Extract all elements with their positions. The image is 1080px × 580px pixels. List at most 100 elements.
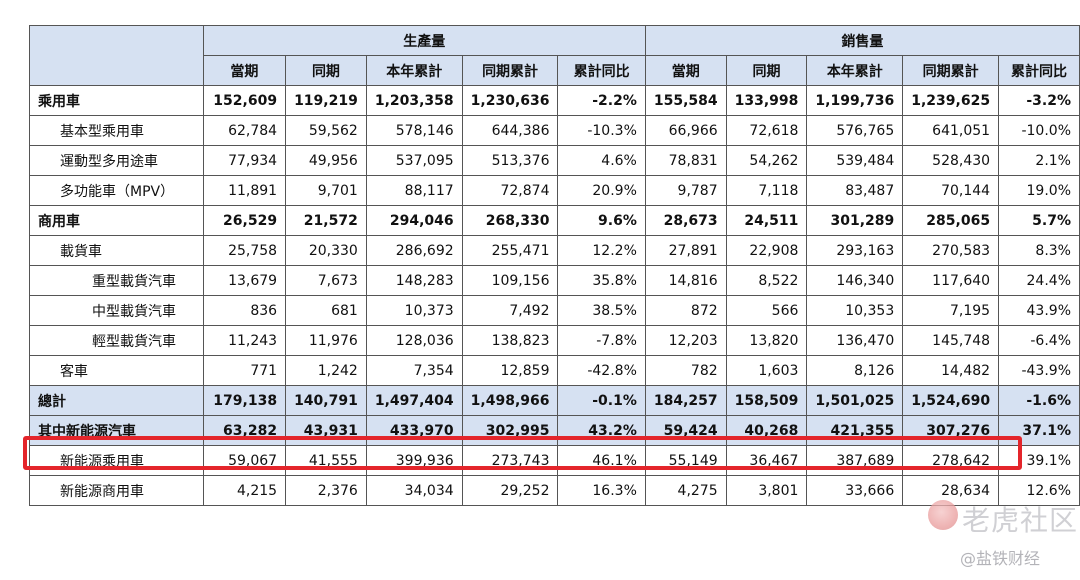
- row-label: 商用車: [29, 205, 204, 236]
- row-label: 客車: [29, 355, 204, 386]
- column-header: 當期: [644, 55, 727, 86]
- table-cell: 293,163: [806, 235, 904, 266]
- table-cell: -3.2%: [998, 85, 1080, 116]
- table-cell: 302,995: [461, 415, 559, 446]
- table-cell: 578,146: [365, 115, 463, 146]
- table-cell: 43,931: [285, 415, 367, 446]
- row-label: 基本型乘用車: [29, 115, 204, 146]
- table-cell: 37.1%: [998, 415, 1080, 446]
- sales-group-header: 銷售量: [644, 25, 1080, 56]
- table-cell: 16.3%: [557, 475, 646, 506]
- table-cell: 771: [202, 355, 287, 386]
- table-cell: 5.7%: [998, 205, 1080, 236]
- table-cell: 539,484: [806, 145, 904, 176]
- category-header-corner: [29, 25, 204, 86]
- table-cell: 307,276: [902, 415, 1000, 446]
- table-cell: 33,666: [806, 475, 904, 506]
- table-cell: -0.1%: [557, 385, 646, 416]
- column-header: 累計同比: [557, 55, 646, 86]
- table-row: 運動型多用途車 77,934 49,956 537,095 513,376 4.…: [29, 145, 1080, 176]
- table-cell: 7,118: [725, 175, 808, 206]
- table-cell: 155,584: [644, 85, 727, 116]
- table-cell: 12,859: [461, 355, 559, 386]
- table-cell: -10.0%: [998, 115, 1080, 146]
- table-cell: 72,618: [725, 115, 808, 146]
- table-cell: 268,330: [461, 205, 559, 236]
- table-cell: 128,036: [365, 325, 463, 356]
- table-cell: 14,482: [902, 355, 1000, 386]
- table-cell: 278,642: [902, 445, 1000, 476]
- table-cell: 25,758: [202, 235, 287, 266]
- table-cell: 301,289: [806, 205, 904, 236]
- table-cell: 28,673: [644, 205, 727, 236]
- table-cell: 39.1%: [998, 445, 1080, 476]
- table-cell: 399,936: [365, 445, 463, 476]
- table-row: 重型載貨汽車 13,679 7,673 148,283 109,156 35.8…: [29, 265, 1080, 296]
- table-cell: 12.6%: [998, 475, 1080, 506]
- table-container: 生產量 銷售量 當期 同期 本年累計 同期累計 累計同比 當期 同期 本年累計 …: [29, 25, 1080, 506]
- row-label: 其中新能源汽車: [29, 415, 204, 446]
- table-cell: -10.3%: [557, 115, 646, 146]
- account-watermark: @盐铁财经: [960, 549, 1041, 568]
- table-cell: 24.4%: [998, 265, 1080, 296]
- table-cell: 433,970: [365, 415, 463, 446]
- table-cell: 77,934: [202, 145, 287, 176]
- table-cell: 4,215: [202, 475, 287, 506]
- table-cell: 255,471: [461, 235, 559, 266]
- row-label: 新能源商用車: [29, 475, 204, 506]
- table-cell: 24,511: [725, 205, 808, 236]
- table-cell: 1,524,690: [902, 385, 1000, 416]
- table-cell: 285,065: [902, 205, 1000, 236]
- table-cell: 54,262: [725, 145, 808, 176]
- table-cell: 7,673: [285, 265, 367, 296]
- table-cell: 55,149: [644, 445, 727, 476]
- table-cell: 62,784: [202, 115, 287, 146]
- table-cell: 1,242: [285, 355, 367, 386]
- table-cell: 9,701: [285, 175, 367, 206]
- table-cell: 46.1%: [557, 445, 646, 476]
- table-cell: 1,203,358: [365, 85, 463, 116]
- table-cell: 36,467: [725, 445, 808, 476]
- table-cell: 1,498,966: [461, 385, 559, 416]
- table-cell: 8.3%: [998, 235, 1080, 266]
- table-cell: 4,275: [644, 475, 727, 506]
- table-row: 中型載貨汽車 836 681 10,373 7,492 38.5% 872 56…: [29, 295, 1080, 326]
- table-cell: 20,330: [285, 235, 367, 266]
- table-cell: 10,373: [365, 295, 463, 326]
- table-cell: 9,787: [644, 175, 727, 206]
- table-cell: -43.9%: [998, 355, 1080, 386]
- table-cell: 41,555: [285, 445, 367, 476]
- table-cell: 20.9%: [557, 175, 646, 206]
- table-cell: 28,634: [902, 475, 1000, 506]
- row-label: 載貨車: [29, 235, 204, 266]
- table-row-passenger-vehicles: 乘用車 152,609 119,219 1,203,358 1,230,636 …: [29, 85, 1080, 116]
- table-cell: 136,470: [806, 325, 904, 356]
- column-header-row: 當期 同期 本年累計 同期累計 累計同比 當期 同期 本年累計 同期累計 累計同…: [30, 55, 1080, 86]
- table-cell: 117,640: [902, 265, 1000, 296]
- table-cell: 83,487: [806, 175, 904, 206]
- row-label: 新能源乘用車: [29, 445, 204, 476]
- table-cell: -42.8%: [557, 355, 646, 386]
- table-cell: 1,239,625: [902, 85, 1000, 116]
- table-cell: 38.5%: [557, 295, 646, 326]
- table-cell: 40,268: [725, 415, 808, 446]
- column-header: 同期: [725, 55, 808, 86]
- table-cell: 133,998: [725, 85, 808, 116]
- table-cell: 4.6%: [557, 145, 646, 176]
- table-cell: 26,529: [202, 205, 287, 236]
- table-row-total: 總計 179,138 140,791 1,497,404 1,498,966 -…: [29, 385, 1080, 416]
- table-cell: 145,748: [902, 325, 1000, 356]
- table-cell: 72,874: [461, 175, 559, 206]
- table-cell: 19.0%: [998, 175, 1080, 206]
- table-cell: 88,117: [365, 175, 463, 206]
- table-cell: 2,376: [285, 475, 367, 506]
- table-cell: 8,522: [725, 265, 808, 296]
- table-cell: 184,257: [644, 385, 727, 416]
- table-cell: 270,583: [902, 235, 1000, 266]
- table-cell: 387,689: [806, 445, 904, 476]
- row-label: 運動型多用途車: [29, 145, 204, 176]
- table-cell: 8,126: [806, 355, 904, 386]
- table-cell: 11,976: [285, 325, 367, 356]
- table-cell: 513,376: [461, 145, 559, 176]
- table-cell: 59,562: [285, 115, 367, 146]
